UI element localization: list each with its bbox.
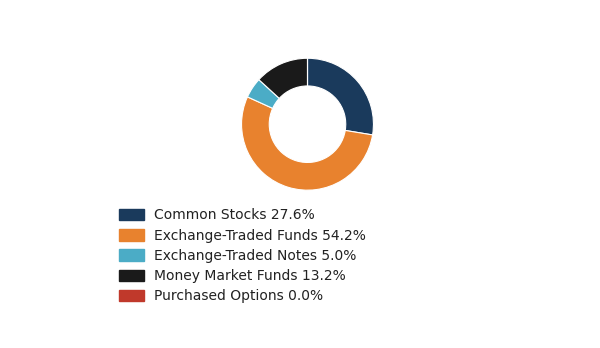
Legend: Common Stocks 27.6%, Exchange-Traded Funds 54.2%, Exchange-Traded Notes 5.0%, Mo: Common Stocks 27.6%, Exchange-Traded Fun…: [119, 208, 366, 303]
Wedge shape: [242, 97, 373, 190]
Wedge shape: [307, 58, 373, 135]
Wedge shape: [247, 80, 279, 108]
Wedge shape: [259, 58, 308, 98]
